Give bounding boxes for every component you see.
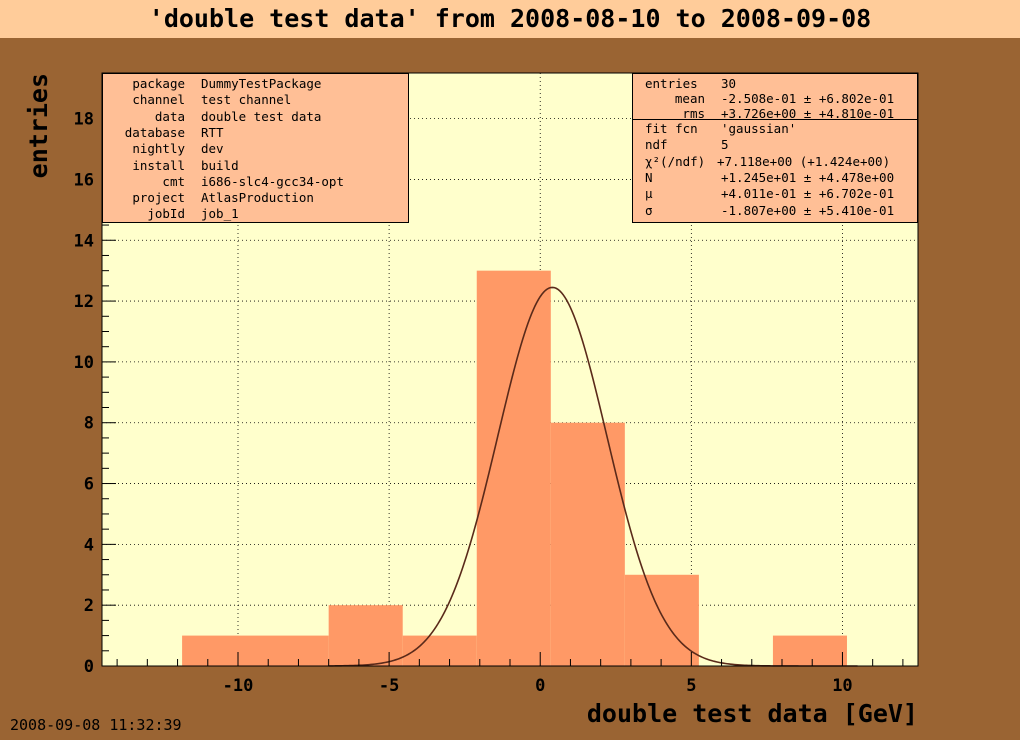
title-bar: 'double test data' from 2008-08-10 to 20…: [0, 0, 1020, 38]
fit-row: fit fcn 'gaussian': [633, 121, 917, 137]
info-row: data double test data: [103, 109, 408, 125]
fit-row-key: μ: [645, 186, 653, 202]
x-tick-label: -10: [223, 676, 254, 696]
fit-row: σ -1.807e+00 ± +5.410e-01: [633, 203, 917, 219]
info-row: package DummyTestPackage: [103, 76, 408, 92]
y-tick-label: 10: [74, 353, 94, 373]
fit-row-value: 'gaussian': [721, 121, 797, 136]
info-row-key: cmt: [162, 173, 185, 189]
info-row-value: dev: [201, 141, 224, 157]
info-row: install build: [103, 158, 408, 174]
stats-entries-key: entries: [645, 76, 698, 91]
info-row: project AtlasProduction: [103, 190, 408, 206]
info-row-value: i686-slc4-gcc34-opt: [201, 173, 344, 189]
fit-row: μ +4.011e-01 ± +6.702e-01: [633, 186, 917, 202]
histogram-bar: [772, 635, 847, 666]
fit-row-value: +7.118e+00 (+1.424e+00): [717, 153, 891, 169]
x-tick-label: 5: [686, 676, 696, 696]
info-row-key: package: [132, 76, 185, 91]
histogram-bar: [550, 422, 625, 666]
x-axis-label: double test data [GeV]: [587, 699, 918, 728]
histogram-bar: [624, 574, 699, 666]
y-tick-label: 2: [84, 596, 94, 616]
stats-divider: [633, 119, 917, 120]
info-row-key: nightly: [132, 141, 185, 157]
fit-row: ndf 5: [633, 137, 917, 153]
fit-row-key: χ²(/ndf): [645, 153, 706, 169]
y-tick-label: 4: [84, 535, 94, 555]
chart-title: 'double test data' from 2008-08-10 to 20…: [148, 4, 872, 33]
info-row-key: data: [154, 108, 185, 124]
info-row-key: channel: [132, 92, 185, 108]
stats-box: entries 30 mean -2.508e-01 ± +6.802e-01 rms +…: [632, 73, 918, 223]
y-tick-label: 12: [74, 292, 94, 312]
info-row-key: project: [132, 190, 185, 206]
stats-entries: entries 30: [633, 76, 917, 92]
fit-row: N +1.245e+01 ± +4.478e+00: [633, 170, 917, 186]
fit-row-value: -1.807e+00 ± +5.410e-01: [721, 202, 895, 218]
info-row: database RTT: [103, 125, 408, 141]
y-tick-label: 18: [74, 110, 94, 130]
x-tick-label: -5: [379, 676, 399, 696]
fit-row-key: N: [645, 169, 653, 185]
info-row-key: jobId: [147, 206, 185, 222]
info-box: package DummyTestPackage channel test chann…: [102, 73, 409, 223]
info-row-value: DummyTestPackage: [201, 76, 322, 91]
info-row-value: build: [201, 157, 239, 173]
fit-row-key: fit fcn: [645, 121, 698, 136]
y-tick-label: 6: [84, 475, 94, 495]
histogram-bar: [182, 635, 329, 666]
y-tick-label: 14: [74, 231, 94, 251]
fit-row-key: ndf: [645, 137, 668, 153]
y-tick-label: 16: [74, 170, 94, 190]
fit-row: χ²(/ndf) +7.118e+00 (+1.424e+00): [633, 154, 917, 170]
info-row-value: job_1: [201, 206, 239, 222]
info-row: cmt i686-slc4-gcc34-opt: [103, 174, 408, 190]
info-row-value: AtlasProduction: [201, 190, 314, 206]
timestamp: 2008-09-08 11:32:39: [10, 716, 182, 734]
stats-mean-value: -2.508e-01 ± +6.802e-01: [721, 91, 895, 106]
info-row: nightly dev: [103, 141, 408, 157]
info-row: jobId job_1: [103, 206, 408, 222]
info-row-key: database: [124, 124, 185, 140]
stats-rms-key: rms: [682, 106, 705, 121]
fit-row-key: σ: [645, 202, 653, 218]
y-axis-label: entries: [24, 73, 53, 178]
stats-rms: rms +3.726e+00 ± +4.810e-01: [633, 106, 917, 122]
histogram-bar: [328, 605, 403, 666]
stats-entries-value: 30: [721, 76, 737, 91]
fit-row-value: +1.245e+01 ± +4.478e+00: [721, 169, 895, 185]
y-tick-label: 0: [84, 657, 94, 677]
stats-mean-key: mean: [674, 91, 705, 106]
stats-mean: mean -2.508e-01 ± +6.802e-01: [633, 91, 917, 107]
info-row: channel test channel: [103, 92, 408, 108]
fit-row-value: +4.011e-01 ± +6.702e-01: [721, 186, 895, 202]
x-tick-label: 0: [535, 676, 545, 696]
histogram-bar: [476, 270, 551, 666]
stats-rms-value: +3.726e+00 ± +4.810e-01: [721, 106, 895, 121]
info-row-key: install: [132, 157, 185, 173]
fit-row-value: 5: [721, 137, 729, 153]
x-tick-label: 10: [832, 676, 852, 696]
info-row-value: test channel: [201, 92, 292, 108]
y-tick-label: 8: [84, 414, 94, 434]
info-row-value: RTT: [201, 124, 224, 140]
info-row-value: double test data: [201, 108, 322, 124]
